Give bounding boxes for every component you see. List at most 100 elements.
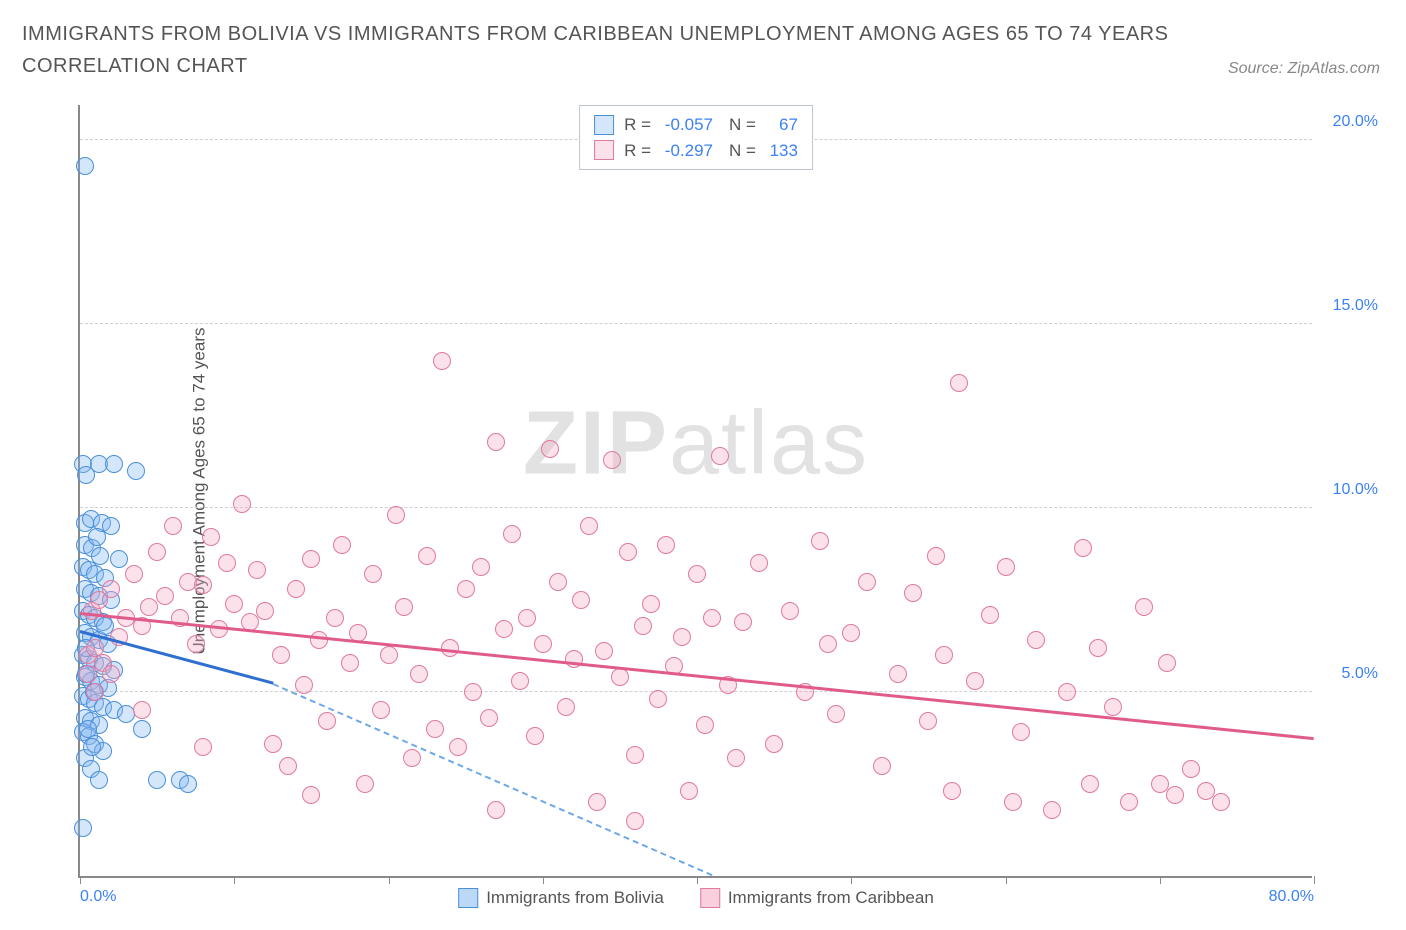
data-point <box>503 525 521 543</box>
data-point <box>287 580 305 598</box>
data-point <box>295 676 313 694</box>
data-point <box>279 757 297 775</box>
legend-swatch <box>594 115 614 135</box>
data-point <box>1166 786 1184 804</box>
data-point <box>595 642 613 660</box>
data-point <box>673 628 691 646</box>
data-point <box>634 617 652 635</box>
legend-label: Immigrants from Caribbean <box>728 888 934 908</box>
data-point <box>642 595 660 613</box>
data-point <box>380 646 398 664</box>
data-point <box>819 635 837 653</box>
stats-text: R =-0.297N =133 <box>624 138 798 164</box>
gridline <box>80 323 1312 324</box>
data-point <box>842 624 860 642</box>
data-point <box>904 584 922 602</box>
data-point <box>549 573 567 591</box>
data-point <box>472 558 490 576</box>
plot-area: ZIPatlas Unemployment Among Ages 65 to 7… <box>78 105 1312 878</box>
data-point <box>302 550 320 568</box>
data-point <box>981 606 999 624</box>
data-point <box>86 683 104 701</box>
data-point <box>541 440 559 458</box>
legend-swatch <box>458 888 478 908</box>
x-tick <box>389 876 390 884</box>
data-point <box>202 528 220 546</box>
data-point <box>626 812 644 830</box>
data-point <box>1012 723 1030 741</box>
data-point <box>657 536 675 554</box>
data-point <box>433 352 451 370</box>
data-point <box>518 609 536 627</box>
legend-item: Immigrants from Caribbean <box>700 888 934 908</box>
data-point <box>649 690 667 708</box>
data-point <box>125 565 143 583</box>
data-point <box>403 749 421 767</box>
data-point <box>164 517 182 535</box>
x-tick <box>851 876 852 884</box>
data-point <box>272 646 290 664</box>
data-point <box>1081 775 1099 793</box>
data-point <box>487 801 505 819</box>
data-point <box>950 374 968 392</box>
data-point <box>603 451 621 469</box>
data-point <box>187 635 205 653</box>
data-point <box>194 576 212 594</box>
data-point <box>1212 793 1230 811</box>
data-point <box>341 654 359 672</box>
data-point <box>580 517 598 535</box>
data-point <box>225 595 243 613</box>
data-point <box>572 591 590 609</box>
data-point <box>457 580 475 598</box>
watermark: ZIPatlas <box>523 393 869 496</box>
data-point <box>133 701 151 719</box>
x-tick <box>1160 876 1161 884</box>
data-point <box>588 793 606 811</box>
data-point <box>935 646 953 664</box>
data-point <box>811 532 829 550</box>
x-tick-label: 0.0% <box>80 888 116 906</box>
data-point <box>1027 631 1045 649</box>
data-point <box>927 547 945 565</box>
stats-row: R =-0.057N =67 <box>594 112 798 138</box>
x-tick <box>697 876 698 884</box>
legend-swatch <box>594 140 614 160</box>
data-point <box>74 819 92 837</box>
legend-item: Immigrants from Bolivia <box>458 888 664 908</box>
data-point <box>310 631 328 649</box>
data-point <box>680 782 698 800</box>
data-point <box>966 672 984 690</box>
data-point <box>889 665 907 683</box>
data-point <box>557 698 575 716</box>
data-point <box>426 720 444 738</box>
data-point <box>873 757 891 775</box>
data-point <box>619 543 637 561</box>
data-point <box>781 602 799 620</box>
data-point <box>626 746 644 764</box>
data-point <box>480 709 498 727</box>
data-point <box>179 775 197 793</box>
data-point <box>464 683 482 701</box>
data-point <box>1043 801 1061 819</box>
x-tick <box>1314 876 1315 884</box>
source-attribution: Source: ZipAtlas.com <box>1228 60 1380 78</box>
data-point <box>148 543 166 561</box>
gridline <box>80 507 1312 508</box>
data-point <box>264 735 282 753</box>
y-axis-label: Unemployment Among Ages 65 to 74 years <box>189 327 209 654</box>
data-point <box>449 738 467 756</box>
data-point <box>140 598 158 616</box>
stats-row: R =-0.297N =133 <box>594 138 798 164</box>
data-point <box>83 738 101 756</box>
legend-label: Immigrants from Bolivia <box>486 888 664 908</box>
data-point <box>248 561 266 579</box>
data-point <box>410 665 428 683</box>
x-tick <box>1006 876 1007 884</box>
data-point <box>1089 639 1107 657</box>
data-point <box>102 580 120 598</box>
data-point <box>487 433 505 451</box>
data-point <box>734 613 752 631</box>
data-point <box>302 786 320 804</box>
data-point <box>110 550 128 568</box>
data-point <box>688 565 706 583</box>
